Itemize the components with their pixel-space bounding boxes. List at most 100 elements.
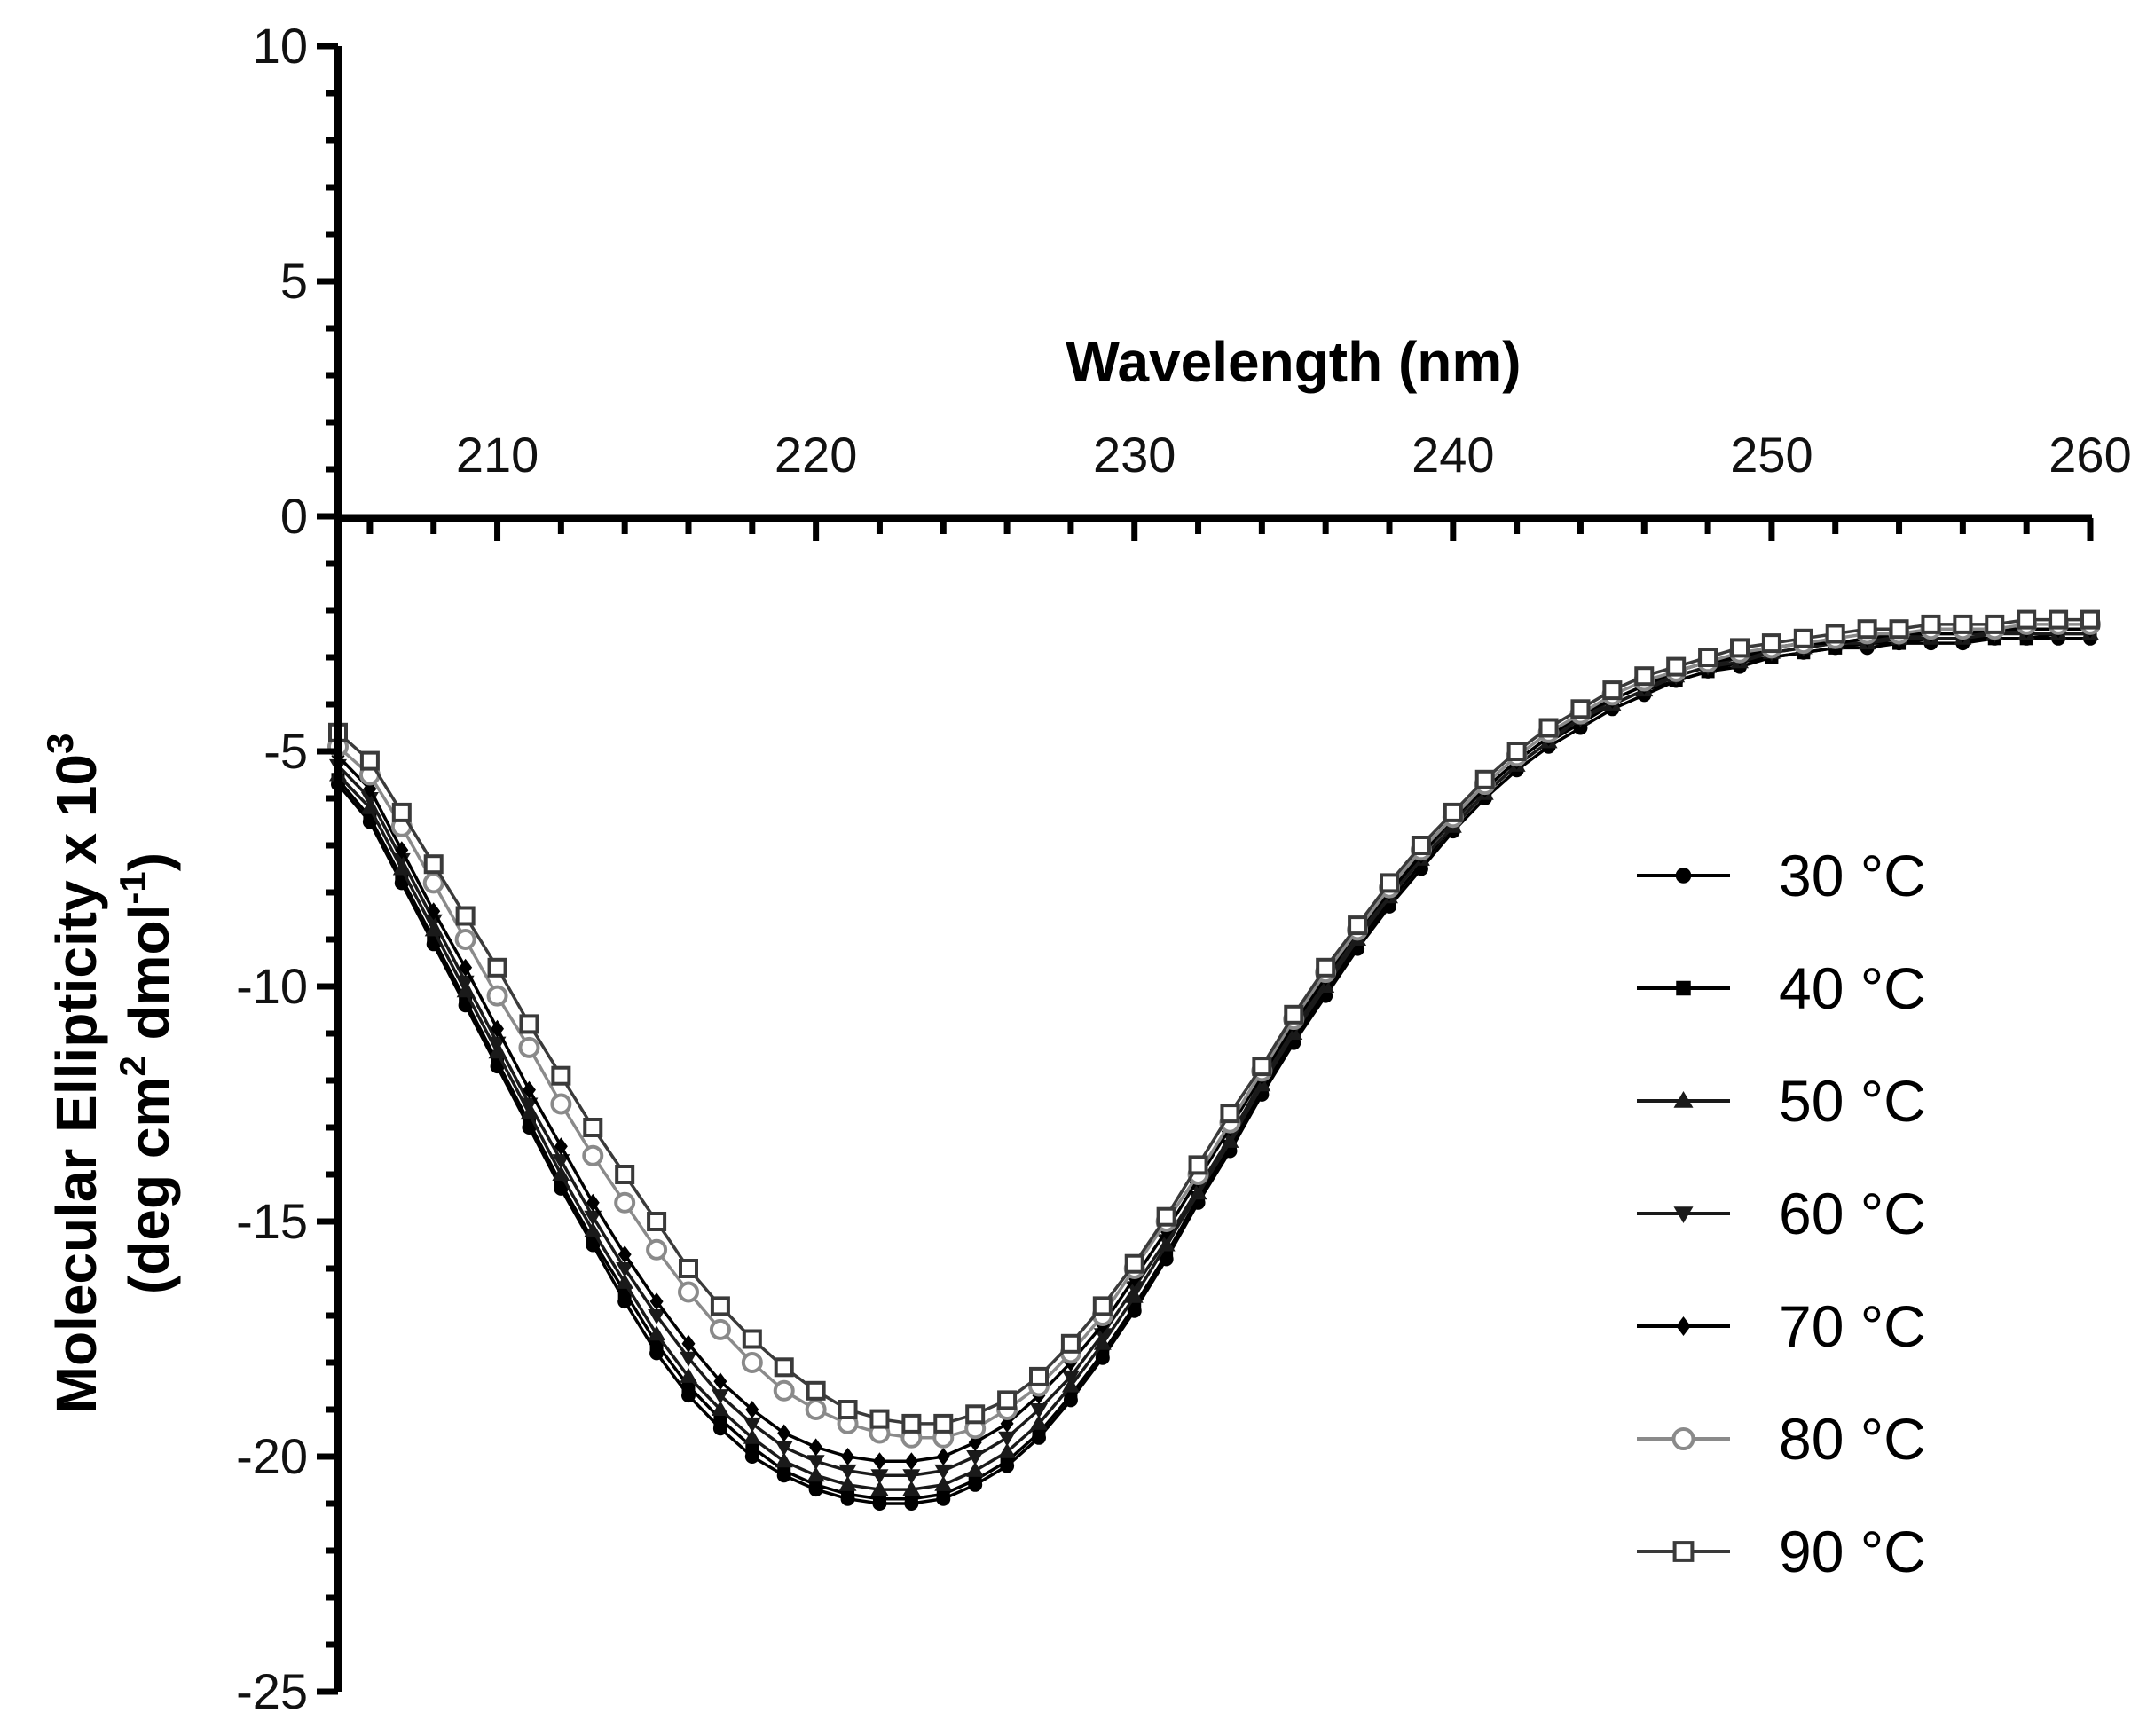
- data-point: [649, 1292, 664, 1311]
- legend-label: 60 °C: [1779, 1181, 1926, 1246]
- x-axis-title: Wavelength (nm): [1066, 330, 1521, 394]
- data-point: [870, 1469, 889, 1485]
- legend-label: 30 °C: [1779, 843, 1926, 908]
- data-point: [1030, 1403, 1048, 1418]
- data-point: [1538, 718, 1559, 738]
- series-7: [328, 609, 2100, 1434]
- data-point: [584, 1210, 602, 1226]
- legend-label: 90 °C: [1779, 1519, 1926, 1584]
- data-point: [869, 1409, 890, 1429]
- data-point: [775, 1452, 793, 1468]
- data-point: [934, 1464, 953, 1480]
- data-point: [681, 1334, 696, 1353]
- data-point: [359, 750, 380, 771]
- data-point: [936, 1448, 950, 1465]
- legend-marker: [1673, 1091, 1694, 1108]
- data-point: [806, 1380, 826, 1401]
- data-point: [838, 1475, 857, 1491]
- data-point: [997, 1390, 1018, 1410]
- data-point: [966, 1450, 985, 1465]
- y-tick-label: 10: [253, 18, 308, 74]
- legend-item: 90 °C: [1637, 1519, 1926, 1584]
- data-point: [583, 1118, 603, 1137]
- data-point: [584, 1221, 602, 1237]
- data-point: [1061, 1370, 1080, 1386]
- data-point: [423, 854, 444, 875]
- data-point: [1857, 619, 1877, 640]
- data-point: [1124, 1253, 1144, 1274]
- data-point: [966, 1461, 985, 1477]
- series-line: [336, 632, 2090, 1501]
- y-tick-label: -15: [236, 1193, 308, 1249]
- y-tick-label: -5: [263, 723, 308, 779]
- legend-label: 70 °C: [1779, 1293, 1926, 1359]
- x-tick-label: 220: [775, 427, 857, 483]
- data-point: [806, 1455, 825, 1471]
- data-point: [427, 902, 441, 921]
- data-point: [1284, 1004, 1304, 1025]
- data-point: [806, 1466, 825, 1482]
- data-point: [1411, 836, 1431, 855]
- y-tick-label: 0: [280, 488, 308, 544]
- data-point: [522, 1080, 536, 1099]
- data-point: [422, 872, 444, 894]
- x-tick-label: 240: [1412, 427, 1494, 483]
- legend-item: 40 °C: [1637, 955, 1926, 1021]
- data-point: [1220, 1104, 1240, 1124]
- data-point: [741, 1352, 763, 1373]
- legend-item: 80 °C: [1637, 1406, 1926, 1472]
- legend-label: 80 °C: [1779, 1406, 1926, 1472]
- data-point: [998, 1431, 1017, 1447]
- data-point: [680, 1351, 697, 1367]
- data-point: [841, 1448, 855, 1465]
- legend-item: 60 °C: [1637, 1181, 1926, 1246]
- data-point: [550, 1093, 572, 1115]
- legend-item: 50 °C: [1637, 1068, 1926, 1134]
- data-point: [1730, 638, 1750, 658]
- y-axis-units-sup1: 2: [112, 1056, 153, 1076]
- data-point: [809, 1438, 823, 1457]
- x-tick-label: 210: [456, 427, 539, 483]
- data-point: [1985, 614, 2005, 634]
- data-point: [454, 929, 476, 950]
- data-point: [1666, 656, 1687, 677]
- legend-marker: [1673, 1206, 1694, 1223]
- legend-marker: [1676, 1316, 1691, 1336]
- data-point: [709, 1318, 731, 1340]
- legend: 30 °C 40 °C 50 °C 60 °C 70 °C 80 °C 90 °C: [1637, 843, 1926, 1584]
- data-point: [1698, 648, 1718, 667]
- data-point: [1380, 873, 1399, 893]
- data-point: [870, 1481, 889, 1496]
- data-point: [616, 1262, 634, 1277]
- x-tick-label: 250: [1730, 427, 1813, 483]
- data-point: [615, 1165, 635, 1184]
- y-axis-title-exponent: 3: [39, 734, 81, 754]
- data-point: [1953, 614, 1973, 634]
- data-point: [616, 1273, 634, 1289]
- data-point: [551, 1065, 571, 1086]
- data-point: [1348, 915, 1368, 936]
- data-point: [775, 1441, 793, 1457]
- data-point: [777, 1424, 791, 1442]
- y-axis-title-line2: (deg cm2 dmol-1): [112, 852, 181, 1294]
- data-point: [1793, 628, 1813, 648]
- data-point: [455, 906, 476, 926]
- y-tick-label: -20: [236, 1428, 308, 1484]
- legend-marker: [1676, 980, 1691, 996]
- y-axis-title-main: Molecular Ellipticity x 10: [44, 754, 108, 1413]
- legend-item: 70 °C: [1637, 1293, 1926, 1359]
- data-point: [582, 1144, 604, 1166]
- series-layer: [327, 609, 2101, 1511]
- data-point: [805, 1399, 827, 1420]
- data-point: [904, 1452, 918, 1471]
- data-point: [617, 1245, 632, 1264]
- data-point: [743, 1417, 761, 1433]
- y-axis-units-b: dmol: [117, 905, 181, 1057]
- legend-marker: [1671, 1427, 1695, 1450]
- y-axis-units-a: (deg cm: [117, 1077, 181, 1294]
- data-point: [1634, 666, 1655, 687]
- legend-label: 50 °C: [1779, 1068, 1926, 1134]
- x-ticks: 210 220 230 240 250 260: [366, 427, 2132, 541]
- data-point: [774, 1357, 794, 1378]
- data-point: [1030, 1414, 1048, 1430]
